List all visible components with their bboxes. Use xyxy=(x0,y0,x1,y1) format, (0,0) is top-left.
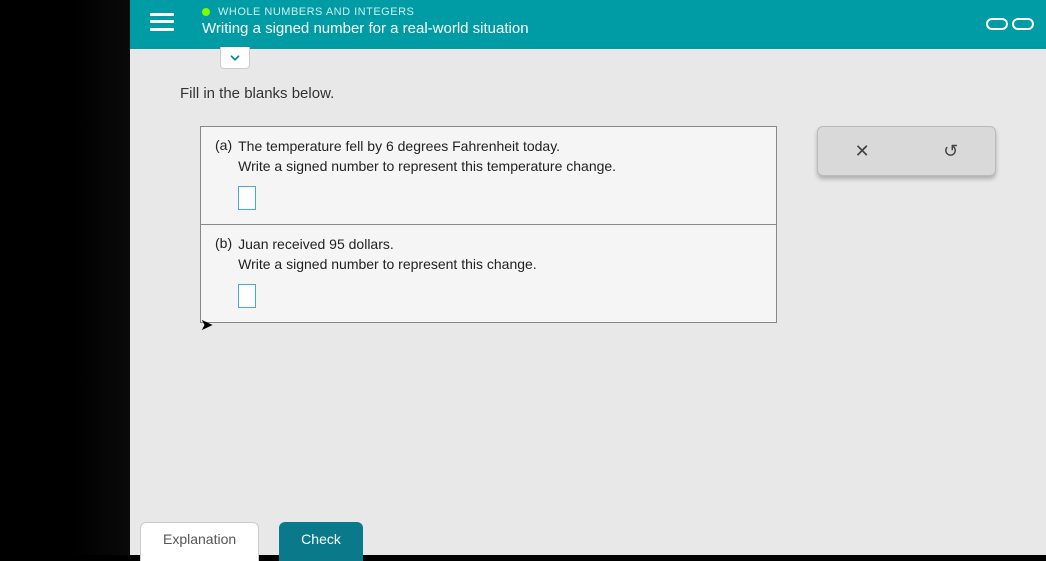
status-dot-icon xyxy=(202,8,210,16)
clear-button[interactable]: ✕ xyxy=(847,136,877,166)
question-container: (a) The temperature fell by 6 degrees Fa… xyxy=(200,126,777,323)
calculator-icon[interactable] xyxy=(986,18,1008,30)
question-label: (a) xyxy=(215,137,232,153)
topic-title: Writing a signed number for a real-world… xyxy=(202,20,1026,37)
category-label: WHOLE NUMBERS AND INTEGERS xyxy=(218,6,414,18)
question-label: (b) xyxy=(215,235,232,251)
menu-icon[interactable] xyxy=(150,13,174,31)
question-b: (b) Juan received 95 dollars. Write a si… xyxy=(201,224,776,322)
header-tools xyxy=(986,18,1034,30)
tool-panel: ✕ ↺ xyxy=(817,126,996,176)
explanation-button[interactable]: Explanation xyxy=(140,522,259,561)
question-text: Juan received 95 dollars. xyxy=(238,235,762,255)
question-subtext: Write a signed number to represent this … xyxy=(238,157,762,177)
reset-button[interactable]: ↺ xyxy=(936,136,966,166)
answer-input-a[interactable] xyxy=(238,186,256,210)
chevron-down-icon xyxy=(228,51,242,65)
close-icon: ✕ xyxy=(855,141,870,162)
question-subtext: Write a signed number to represent this … xyxy=(238,255,762,275)
check-button[interactable]: Check xyxy=(279,522,363,561)
tool-icon[interactable] xyxy=(1012,18,1034,30)
instruction-text: Fill in the blanks below. xyxy=(180,85,1006,102)
expand-chevron[interactable] xyxy=(220,47,250,69)
reset-icon: ↺ xyxy=(943,141,958,162)
answer-input-b[interactable] xyxy=(238,284,256,308)
question-a: (a) The temperature fell by 6 degrees Fa… xyxy=(201,127,776,224)
lesson-header: WHOLE NUMBERS AND INTEGERS Writing a sig… xyxy=(130,0,1046,49)
question-text: The temperature fell by 6 degrees Fahren… xyxy=(238,137,762,157)
